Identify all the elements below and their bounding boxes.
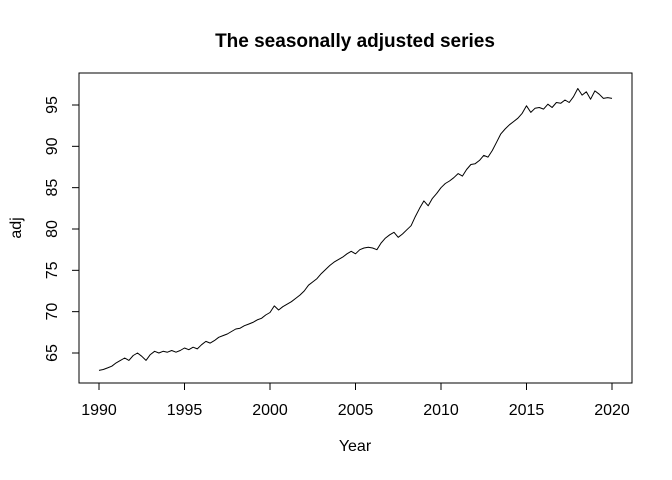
x-tick-label: 2015 bbox=[509, 402, 545, 419]
y-tick-label: 65 bbox=[44, 344, 61, 362]
x-tick-label: 2010 bbox=[423, 402, 459, 419]
plot-area: 1990 1995 2000 2005 2010 2015 2020 65 70 75 80 85 90… bbox=[44, 72, 633, 419]
x-tick-label: 2005 bbox=[338, 402, 374, 419]
y-tick-label: 70 bbox=[44, 303, 61, 321]
y-axis-label: adj bbox=[8, 217, 25, 238]
y-tick-label: 75 bbox=[44, 261, 61, 279]
x-tick-label: 2000 bbox=[252, 402, 288, 419]
data-line bbox=[98, 88, 613, 371]
y-tick-label: 85 bbox=[44, 179, 61, 197]
x-axis-label: Year bbox=[339, 438, 372, 455]
chart-title: The seasonally adjusted series bbox=[215, 31, 495, 52]
x-tick-label: 2020 bbox=[594, 402, 630, 419]
y-tick-label: 95 bbox=[44, 96, 61, 114]
y-tick-label: 90 bbox=[44, 137, 61, 155]
x-tick-label: 1990 bbox=[81, 402, 117, 419]
plot-box bbox=[78, 72, 633, 384]
y-tick-label: 80 bbox=[44, 220, 61, 238]
x-tick-label: 1995 bbox=[167, 402, 203, 419]
